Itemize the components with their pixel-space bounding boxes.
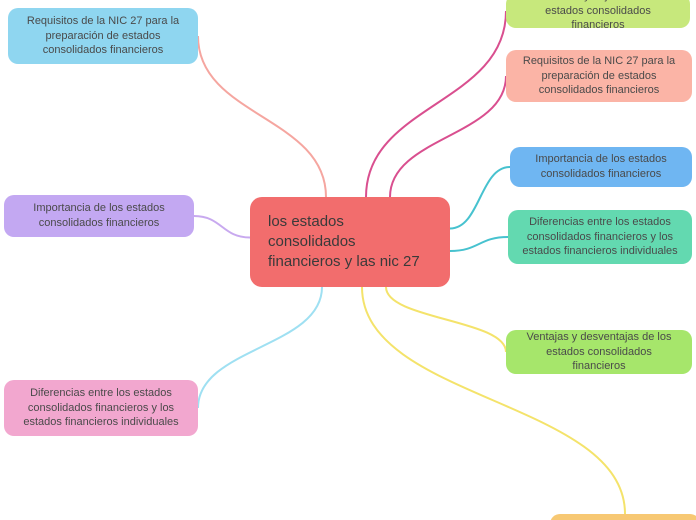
- node-r3[interactable]: Importancia de los estados consolidados …: [510, 147, 692, 187]
- node-l1[interactable]: Requisitos de la NIC 27 para la preparac…: [8, 8, 198, 64]
- node-r6[interactable]: Desglose detallado: [550, 514, 696, 520]
- edge-l1: [198, 36, 326, 197]
- r3-label: Importancia de los estados consolidados …: [522, 152, 680, 182]
- mindmap-stage: los estados consolidados financieros y l…: [0, 0, 696, 520]
- center-node[interactable]: los estados consolidados financieros y l…: [250, 197, 450, 287]
- r2-label: Requisitos de la NIC 27 para la preparac…: [518, 54, 680, 99]
- edge-r2: [390, 76, 506, 197]
- r1-label: Definición y objetivo de los estados con…: [518, 0, 678, 33]
- edge-r5: [386, 287, 506, 352]
- l1-label: Requisitos de la NIC 27 para la preparac…: [20, 14, 186, 59]
- node-l3[interactable]: Diferencias entre los estados consolidad…: [4, 380, 198, 436]
- edge-r3: [450, 167, 510, 229]
- center-label: los estados consolidados financieros y l…: [268, 212, 432, 273]
- node-r4[interactable]: Diferencias entre los estados consolidad…: [508, 210, 692, 264]
- edge-l3: [198, 287, 322, 408]
- l3-label: Diferencias entre los estados consolidad…: [16, 386, 186, 431]
- edge-l2: [194, 216, 250, 238]
- l2-label: Importancia de los estados consolidados …: [16, 201, 182, 231]
- edge-r4: [450, 237, 508, 251]
- r5-label: Ventajas y desventajas de los estados co…: [518, 330, 680, 375]
- node-r1[interactable]: Definición y objetivo de los estados con…: [506, 0, 690, 28]
- node-r2[interactable]: Requisitos de la NIC 27 para la preparac…: [506, 50, 692, 102]
- node-r5[interactable]: Ventajas y desventajas de los estados co…: [506, 330, 692, 374]
- r4-label: Diferencias entre los estados consolidad…: [520, 215, 680, 260]
- node-l2[interactable]: Importancia de los estados consolidados …: [4, 195, 194, 237]
- edge-r6: [362, 287, 625, 514]
- edge-r1: [366, 11, 506, 197]
